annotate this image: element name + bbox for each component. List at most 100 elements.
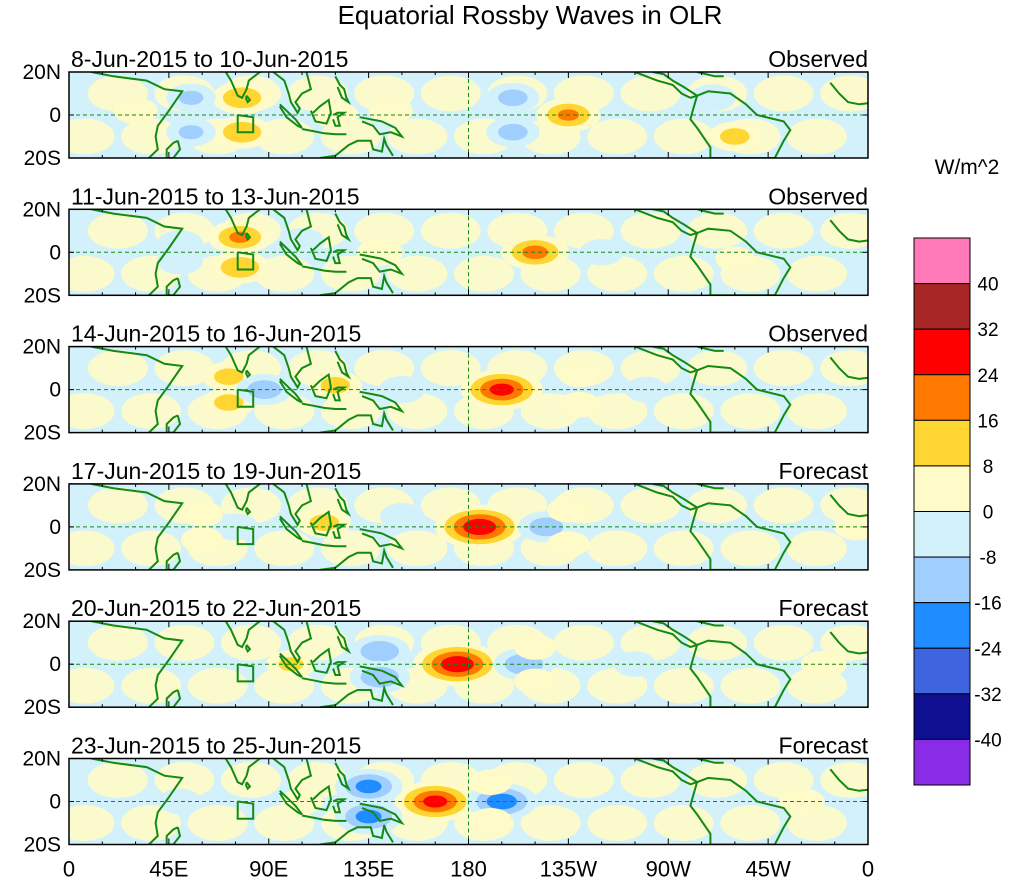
band-blob [653, 667, 714, 704]
panel-period-label: 20-Jun-2015 to 22-Jun-2015 [71, 595, 361, 621]
anomaly-cell [486, 82, 540, 113]
coastline [359, 116, 405, 139]
band-blob [387, 255, 448, 292]
anomaly-contour [156, 247, 203, 275]
coastline [278, 103, 303, 129]
anomaly-contour [498, 89, 528, 107]
coastline [319, 272, 394, 296]
band-blob [786, 255, 847, 292]
y-tick-label: 20S [24, 422, 61, 445]
coastline [272, 346, 313, 390]
band-blob [121, 530, 182, 567]
anomaly-cell [558, 361, 601, 388]
coastlines [91, 346, 868, 433]
coastline [334, 487, 352, 517]
coastline [278, 652, 303, 679]
panel-kind-label: Observed [768, 46, 868, 72]
y-tick-label: 20S [24, 834, 61, 857]
anomaly-contour [558, 361, 601, 388]
band-blob [220, 624, 281, 661]
band-blob [753, 487, 814, 524]
coastline [91, 72, 184, 158]
coastline [91, 621, 184, 708]
anomaly-cell [209, 251, 271, 284]
region-outline [236, 251, 255, 271]
y-tick-label: 20S [24, 559, 61, 582]
anomaly-cell [833, 513, 868, 541]
anomaly-contour [113, 97, 158, 124]
coastline [278, 240, 303, 267]
coastline [334, 762, 352, 792]
anomaly-cell [715, 246, 755, 271]
coastline [191, 72, 264, 100]
y-tick-label: 20N [22, 748, 61, 771]
colorbar-label: 0 [983, 503, 994, 524]
anomaly-cell [513, 668, 557, 695]
y-tick-label: 20N [22, 610, 61, 633]
coastline [272, 483, 313, 527]
y-tick-label: 20N [22, 473, 61, 496]
colorbar-swatch [913, 511, 971, 558]
band-blob [653, 805, 714, 841]
x-tick-label: 45W [746, 857, 791, 882]
coastline [829, 82, 868, 106]
band-blob [687, 762, 748, 798]
panel-3: 20N 0 20S 14-Jun-2015 to 16-Jun-2015 Observe… [22, 321, 869, 445]
band-blob [786, 118, 847, 155]
y-tick-label: 0 [49, 516, 61, 539]
coastline [245, 781, 252, 791]
colorbar-label: 32 [977, 320, 998, 341]
coastline [334, 75, 352, 105]
anomaly-contour [558, 391, 601, 418]
colorbar: W/m^2 40 32 24 16 8 0 -8 -16 -24 -32 -40 [913, 156, 1002, 786]
anomaly-contour [214, 368, 244, 385]
anomaly-contour [220, 256, 260, 278]
colorbar-label: -40 [974, 730, 1001, 751]
colorbar-swatch [913, 693, 971, 740]
band-blob [69, 805, 115, 841]
coastline [332, 249, 348, 265]
anomaly-cell [334, 798, 403, 835]
coastline [165, 139, 182, 158]
colorbar-swatch [913, 419, 971, 467]
coastline [278, 515, 303, 541]
band-blob [87, 762, 148, 798]
panel-kind-label: Forecast [779, 458, 869, 484]
coastline [301, 128, 347, 136]
coastline [91, 758, 184, 845]
coastline [829, 631, 868, 655]
anomaly-contour [247, 380, 282, 399]
anomaly-cell [469, 808, 512, 834]
band-blob [69, 255, 115, 292]
anomaly-contour [180, 527, 224, 553]
band-blob [587, 118, 648, 155]
colorbar-swatch [913, 237, 971, 285]
anomaly-contour [212, 513, 259, 541]
band-blob [620, 762, 681, 798]
coastline [309, 510, 332, 537]
band-blob [387, 530, 448, 567]
coastline [689, 639, 792, 708]
coastline [278, 378, 303, 404]
anomaly-cell [558, 391, 601, 418]
colorbar-swatch [913, 374, 971, 421]
colorbar-title: W/m^2 [935, 156, 1000, 179]
band-blob [786, 530, 847, 567]
anomaly-cell [613, 651, 657, 677]
anomaly-cell [180, 501, 224, 527]
anomaly-cell [334, 768, 403, 805]
panel-2: 20N 0 20S 11-Jun-2015 to 13-Jun-2015 Observe… [22, 183, 869, 307]
anomaly-contour [513, 668, 557, 695]
coastline [332, 798, 348, 814]
band-blob [320, 393, 381, 430]
band-blob [820, 212, 868, 249]
panel-period-label: 8-Jun-2015 to 10-Jun-2015 [71, 46, 348, 72]
band-blob [653, 118, 714, 155]
coastline [829, 768, 868, 792]
coastline [191, 209, 264, 237]
x-tick-label: 0 [63, 857, 75, 882]
region-outline [236, 800, 255, 820]
colorbar-swatch [913, 465, 971, 512]
band-blob [387, 118, 448, 155]
